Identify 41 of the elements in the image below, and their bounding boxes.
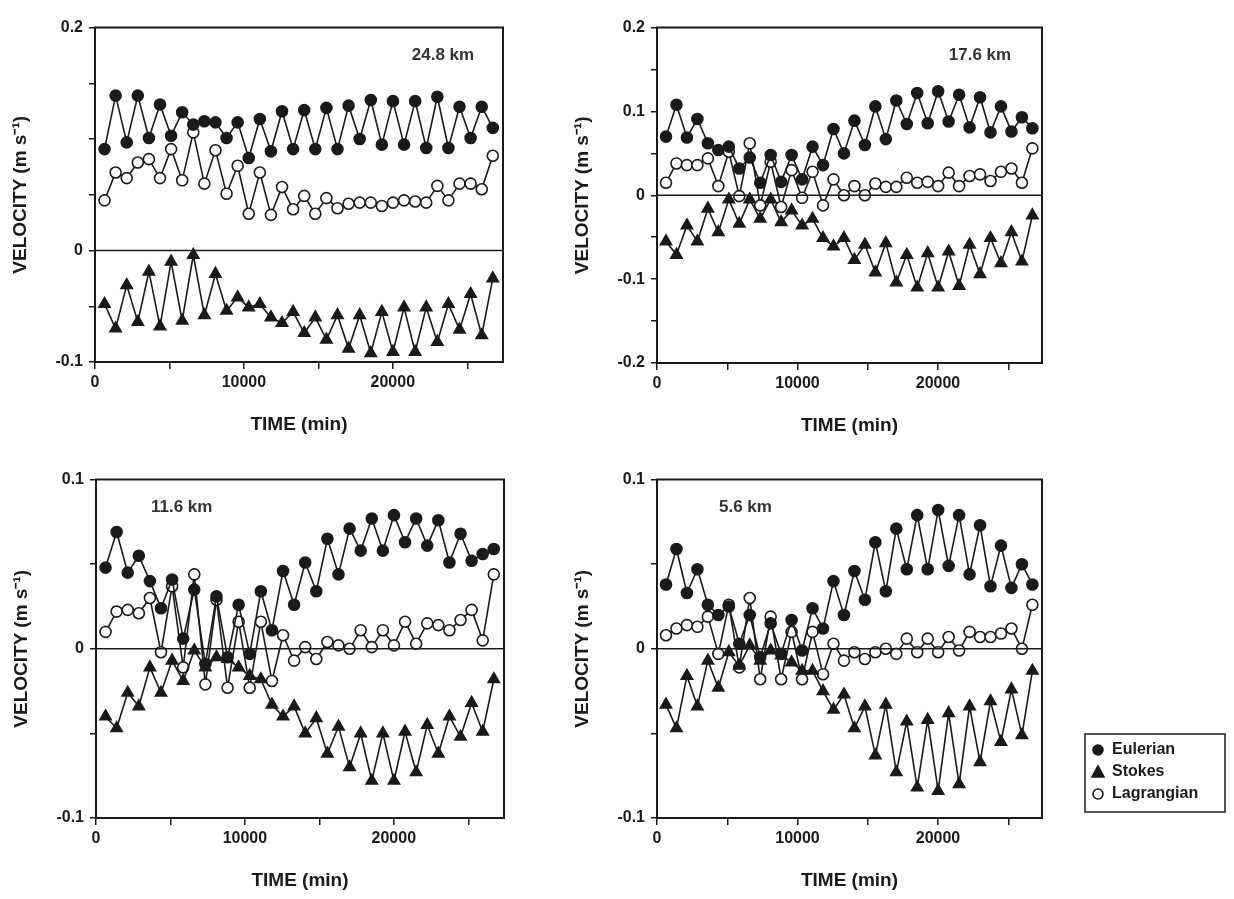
x-axis-title: TIME (min)	[250, 412, 348, 434]
y-tick-label: 0.2	[622, 18, 646, 36]
x-tick-label: 10000	[775, 829, 820, 847]
x-tick-label: 10000	[775, 374, 820, 392]
y-tick-label: 0	[636, 639, 646, 657]
x-axis-title: TIME (min)	[800, 868, 899, 890]
x-tick-label: 10000	[222, 829, 268, 847]
x-tick-label: 10000	[221, 373, 267, 391]
y-tick-label: -0.1	[617, 808, 646, 826]
y-axis-title: VELOCITY (m s⁻¹)	[8, 115, 30, 274]
y-axis-title: VELOCITY (m s⁻¹)	[570, 569, 592, 728]
y-tick-label: 0	[75, 639, 85, 657]
y-tick-label: -0.1	[56, 808, 85, 826]
x-tick-label: 0	[90, 373, 100, 391]
annotation: 11.6 km	[151, 496, 213, 516]
x-tick-label: 20000	[371, 829, 417, 847]
x-axis-title: TIME (min)	[800, 413, 899, 435]
annotation: 24.8 km	[411, 44, 475, 64]
annotation: 5.6 km	[719, 496, 772, 516]
x-axis-title: TIME (min)	[251, 868, 349, 890]
y-tick-label: -0.1	[55, 352, 84, 370]
x-tick-label: 0	[652, 374, 662, 392]
y-tick-label: 0	[74, 240, 84, 258]
x-tick-label: 0	[91, 829, 101, 847]
y-tick-label: -0.1	[617, 269, 646, 287]
y-tick-label: 0.2	[60, 18, 84, 36]
annotation: 17.6 km	[948, 44, 1012, 64]
y-tick-label: 0.1	[61, 470, 85, 488]
y-tick-label: 0.1	[622, 470, 646, 488]
legend-label: Lagrangian	[1112, 784, 1199, 802]
y-tick-label: -0.2	[617, 353, 646, 371]
y-axis-title: VELOCITY (m s⁻¹)	[570, 116, 592, 275]
y-tick-label: 0	[636, 185, 646, 203]
x-tick-label: 20000	[370, 373, 416, 391]
legend-label: Eulerian	[1112, 740, 1176, 758]
x-tick-label: 20000	[915, 374, 961, 392]
x-tick-label: 20000	[915, 829, 961, 847]
x-tick-label: 0	[652, 829, 662, 847]
y-axis-title: VELOCITY (m s⁻¹)	[9, 569, 31, 728]
y-tick-label: 0.1	[622, 101, 646, 119]
legend-label: Stokes	[1112, 762, 1165, 780]
